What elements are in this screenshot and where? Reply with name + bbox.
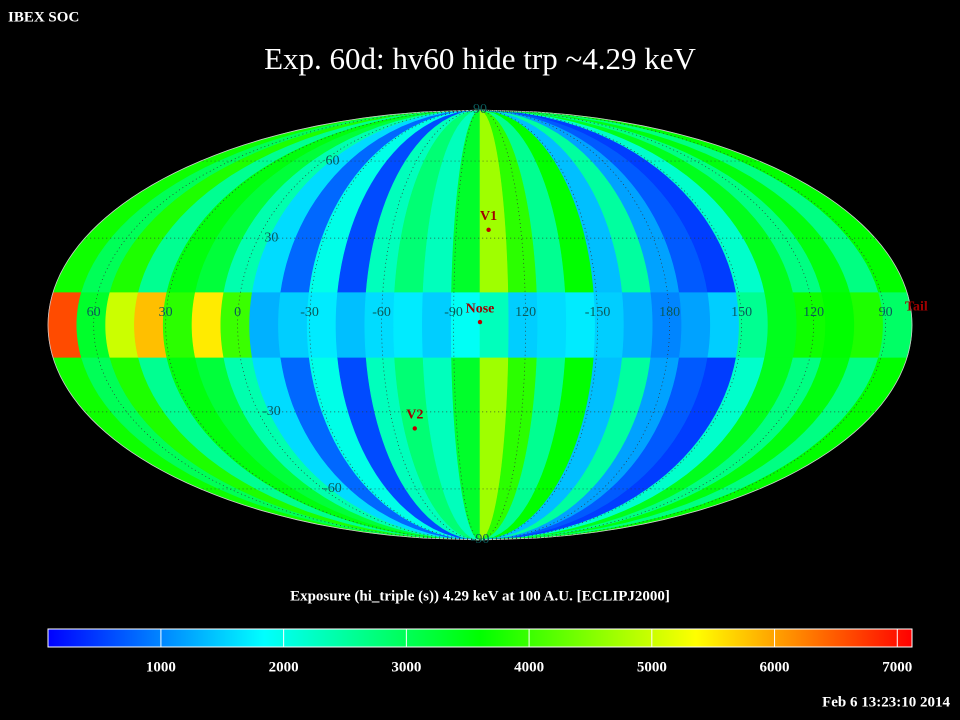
colorbar-tick-label: 6000 <box>760 659 790 675</box>
x-tick-label: -150 <box>585 305 611 320</box>
map-band-cell <box>565 292 596 358</box>
map-band-cell <box>335 292 367 358</box>
x-tick-label: -30 <box>300 305 319 320</box>
map-band-cell <box>593 292 625 358</box>
meridian-grid-line <box>479 109 886 541</box>
map-band-cell <box>220 292 253 358</box>
y-tick-label: -60 <box>323 481 342 496</box>
map-band-cell <box>735 292 769 358</box>
x-tick-label: 90 <box>879 305 893 320</box>
header: IBEX SOC <box>8 9 79 25</box>
map-band-cell <box>105 292 139 358</box>
map-band-cell <box>278 292 310 358</box>
map-band-cell <box>191 292 225 358</box>
map-band-cell <box>849 292 884 358</box>
colorbar-tick-label: 2000 <box>269 659 299 675</box>
marker-label: Tail <box>905 299 928 314</box>
colorbar <box>47 628 913 648</box>
colorbar-tick-label: 1000 <box>146 659 176 675</box>
meridian-grid-line <box>309 109 481 541</box>
meridian-grid-line <box>479 109 814 541</box>
map-band-cell <box>650 292 682 358</box>
map-band-cell <box>76 292 111 358</box>
map-band-cell <box>134 292 168 358</box>
map-band-cell <box>422 292 452 358</box>
chart-title: Exp. 60d: hv60 hide trp ~4.29 keV <box>264 41 696 76</box>
marker-label: V2 <box>406 408 423 423</box>
x-tick-label: 120 <box>515 305 536 320</box>
marker-label: Nose <box>466 301 495 316</box>
colorbar-tick-label: 7000 <box>882 659 912 675</box>
map-band-cell <box>707 292 740 358</box>
map-band-cell <box>792 292 826 358</box>
colorbar-tick-label: 3000 <box>391 659 421 675</box>
y-tick-label: 30 <box>264 230 278 245</box>
x-tick-label: -60 <box>372 305 391 320</box>
x-tick-label: 120 <box>803 305 824 320</box>
map-band-cell <box>249 292 282 358</box>
meridian-grid-line <box>165 109 481 541</box>
x-tick-label: 150 <box>731 305 752 320</box>
y-tick-label: -30 <box>262 404 281 419</box>
marker-label: V1 <box>480 209 497 224</box>
y-tick-label: 90 <box>473 102 487 117</box>
marker-point <box>477 319 483 325</box>
colorbar-tick-label: 4000 <box>514 659 544 675</box>
x-tick-label: 180 <box>659 305 680 320</box>
y-tick-label: 60 <box>325 153 339 168</box>
map-band-cell <box>393 292 424 358</box>
map-band-cell <box>821 292 855 358</box>
x-tick-label: -90 <box>444 305 463 320</box>
map-band-cell <box>162 292 196 358</box>
map-band-cell <box>536 292 567 358</box>
map-band-cell <box>678 292 711 358</box>
map-band-cell <box>622 292 654 358</box>
x-tick-label: 30 <box>159 305 173 320</box>
map-band-cell <box>47 292 82 358</box>
marker-point <box>486 227 491 233</box>
colorbar-tick-label: 5000 <box>637 659 667 675</box>
timestamp: Feb 6 13:23:10 2014 <box>822 694 950 710</box>
map-band-cell <box>306 292 338 358</box>
x-tick-label: 0 <box>234 305 241 320</box>
colorbar-title: Exposure (hi_triple (s)) 4.29 keV at 100… <box>290 588 670 604</box>
marker-point <box>412 426 417 431</box>
map-band-cell <box>364 292 395 358</box>
map-band-cell <box>508 292 538 358</box>
map-band-cell <box>764 292 798 358</box>
x-tick-label: 60 <box>87 305 101 320</box>
y-tick-label: -90 <box>471 532 490 547</box>
sky-map <box>47 109 913 541</box>
